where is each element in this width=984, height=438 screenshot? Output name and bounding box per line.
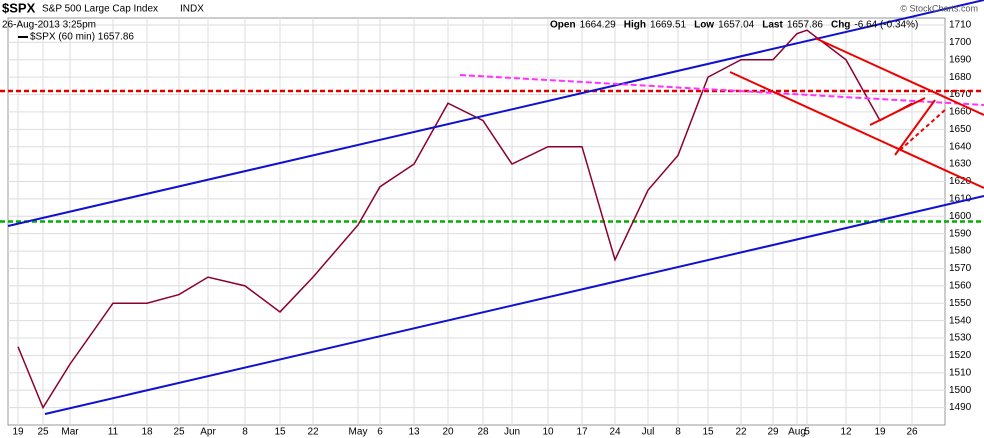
symbol: $SPX [2,0,36,15]
x-tick-label: 22 [307,427,319,438]
x-tick-label: 8 [242,427,248,438]
x-tick-label: 12 [840,427,852,438]
y-tick-label: 1560 [949,280,972,291]
x-tick-label: 19 [12,427,24,438]
y-tick-label: 1630 [949,159,972,170]
quote-item: 1664.29 [580,20,617,31]
y-tick-label: 1650 [949,124,972,135]
y-tick-label: 1580 [949,246,972,257]
y-tick-label: 1590 [949,228,972,239]
x-tick-label: Aug [788,427,806,438]
x-tick-label: 8 [675,427,681,438]
y-tick-label: 1660 [949,107,972,118]
quote-item: 1657.86 [787,20,824,31]
x-tick-label: 25 [37,427,49,438]
resistance-line [459,74,984,106]
exchange: INDX [180,4,204,15]
y-tick-label: 1700 [949,37,972,48]
y-tick-label: 1620 [949,176,972,187]
quote: Open 1664.29 High 1669.51 Low 1657.04 Last 1657… [550,20,918,31]
quote-item: High [624,20,646,31]
channel-lower [44,195,984,415]
y-tick-label: 1490 [949,402,972,413]
x-tick-label: 17 [576,427,588,438]
quote-item: 1657.04 [718,20,755,31]
y-tick-label: 1680 [949,72,972,83]
x-tick-label: 15 [702,427,714,438]
y-tick-label: 1530 [949,333,972,344]
quote-item: -6.64 (-0.34%) [854,20,918,31]
credit: © StockCharts.com [900,3,978,13]
down-channel-upper [814,37,984,116]
quote-item: Last [762,20,783,31]
x-tick-label: 26 [906,427,918,438]
y-tick-label: 1540 [949,315,972,326]
x-tick-label: 15 [274,427,286,438]
x-tick-label: 13 [408,427,420,438]
x-tick-label: 5 [804,427,810,438]
y-tick-label: 1670 [949,89,972,100]
x-tick-label: 22 [735,427,747,438]
date: 26-Aug-2013 3:25pm [2,20,96,31]
grid: 1490150015101520153015401550156015701580… [8,18,972,438]
wedge-upper [869,97,926,126]
legend: $SPX (60 min) 1657.86 [30,32,134,43]
y-tick-label: 1690 [949,54,972,65]
wedge-lower [894,99,936,156]
y-tick-label: 1510 [949,367,972,378]
x-tick-label: May [349,427,368,438]
quote-item: Open [550,20,576,31]
x-tick-label: Mar [61,427,79,438]
x-tick-label: Jul [642,427,655,438]
x-tick-label: 6 [377,427,383,438]
x-tick-label: 19 [874,427,886,438]
y-tick-label: 1550 [949,298,972,309]
price-line [17,29,913,410]
x-tick-label: 24 [609,427,621,438]
y-tick-label: 1520 [949,350,972,361]
x-tick-label: Jun [504,427,520,438]
x-tick-label: 10 [542,427,554,438]
wedge-projection [899,109,946,151]
y-tick-label: 1570 [949,263,972,274]
y-tick-label: 1640 [949,141,972,152]
channel-upper [7,0,984,227]
x-tick-label: 25 [173,427,185,438]
x-tick-label: 11 [108,427,119,438]
x-tick-label: 28 [477,427,489,438]
down-channel-lower [729,71,984,189]
chart-title: S&P 500 Large Cap Index [42,4,158,15]
quote-item: Chg [831,20,850,31]
quote-item: Low [694,20,714,31]
marks [0,29,984,410]
y-tick-label: 1710 [949,20,972,31]
quote-item: 1669.51 [650,20,687,31]
x-tick-label: 29 [767,427,779,438]
y-tick-label: 1500 [949,385,972,396]
x-tick-label: 20 [442,427,454,438]
x-tick-label: 18 [141,427,153,438]
y-tick-label: 1610 [949,194,972,205]
y-tick-label: 1600 [949,211,972,222]
x-tick-label: Apr [200,427,216,438]
